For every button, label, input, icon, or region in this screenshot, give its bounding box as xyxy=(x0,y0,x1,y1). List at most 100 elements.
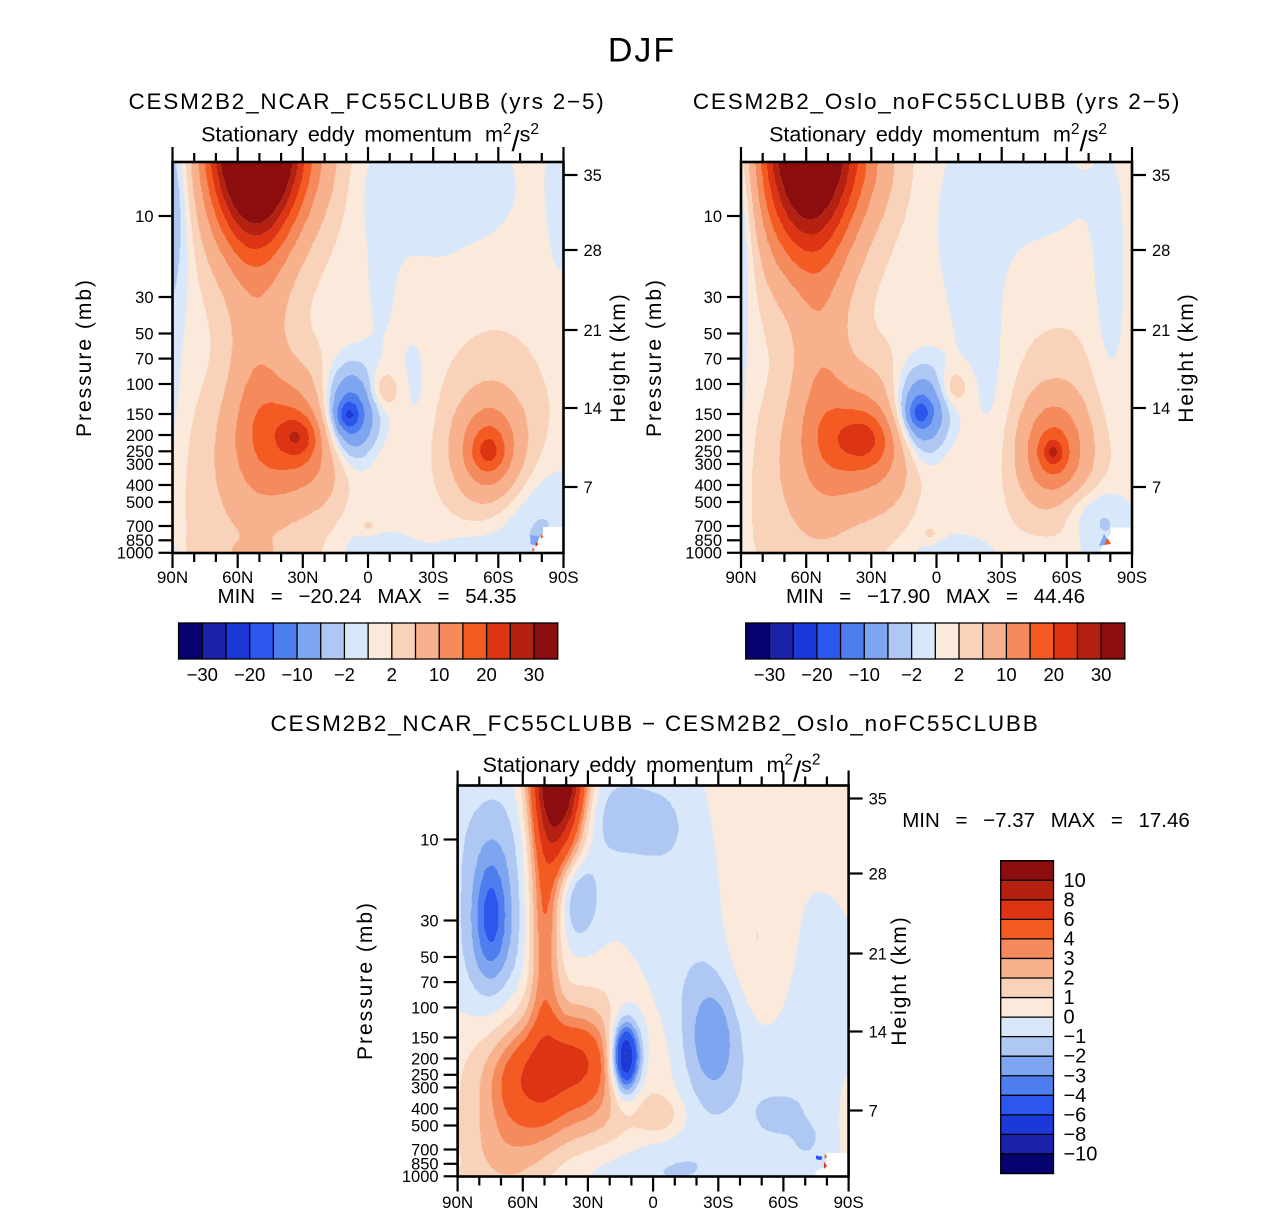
svg-text:500: 500 xyxy=(411,1117,439,1135)
svg-text:30: 30 xyxy=(420,912,438,930)
svg-text:0: 0 xyxy=(1064,1007,1075,1029)
svg-text:−1: −1 xyxy=(1064,1026,1087,1048)
svg-text:10: 10 xyxy=(420,831,438,849)
svg-text:400: 400 xyxy=(694,477,722,495)
svg-text:850: 850 xyxy=(411,1156,439,1174)
svg-text:−2: −2 xyxy=(334,664,355,685)
svg-text:MIN = −17.90 MAX = 44.46: MIN = −17.90 MAX = 44.46 xyxy=(786,585,1085,608)
svg-text:500: 500 xyxy=(126,494,154,512)
svg-text:20: 20 xyxy=(1043,664,1064,685)
svg-text:90N: 90N xyxy=(157,568,188,587)
svg-text:60N: 60N xyxy=(791,568,822,587)
svg-text:90S: 90S xyxy=(1117,568,1147,587)
svg-text:30S: 30S xyxy=(703,1193,733,1212)
svg-text:0: 0 xyxy=(363,568,372,587)
svg-text:MIN = −20.24 MAX = 54.35: MIN = −20.24 MAX = 54.35 xyxy=(218,585,517,608)
svg-text:50: 50 xyxy=(420,949,438,967)
svg-text:20: 20 xyxy=(476,664,497,685)
svg-text:30: 30 xyxy=(135,289,153,307)
svg-text:250: 250 xyxy=(126,443,154,461)
svg-text:28: 28 xyxy=(1152,242,1170,260)
svg-text:50: 50 xyxy=(704,325,722,343)
svg-text:7: 7 xyxy=(584,479,593,497)
svg-text:8: 8 xyxy=(1064,889,1075,911)
svg-text:−20: −20 xyxy=(234,664,265,685)
svg-text:60N: 60N xyxy=(507,1193,538,1212)
svg-text:7: 7 xyxy=(869,1102,878,1120)
svg-text:700: 700 xyxy=(694,518,722,536)
svg-text:21: 21 xyxy=(869,945,887,963)
svg-text:Pressure (mb): Pressure (mb) xyxy=(643,278,666,437)
svg-text:30S: 30S xyxy=(987,568,1017,587)
svg-text:60S: 60S xyxy=(1052,568,1082,587)
svg-text:30: 30 xyxy=(524,664,545,685)
svg-text:1000: 1000 xyxy=(402,1168,439,1186)
svg-text:70: 70 xyxy=(420,974,438,992)
svg-text:−30: −30 xyxy=(187,664,218,685)
svg-text:14: 14 xyxy=(1152,400,1170,418)
svg-text:200: 200 xyxy=(411,1050,439,1068)
svg-text:6: 6 xyxy=(1064,909,1075,931)
svg-text:10: 10 xyxy=(996,664,1017,685)
svg-text:10: 10 xyxy=(135,208,153,226)
svg-text:90N: 90N xyxy=(725,568,756,587)
svg-text:500: 500 xyxy=(694,494,722,512)
svg-text:30S: 30S xyxy=(418,568,448,587)
svg-text:300: 300 xyxy=(126,456,154,474)
svg-text:CESM2B2_NCAR_FC55CLUBB (yrs 2−: CESM2B2_NCAR_FC55CLUBB (yrs 2−5) xyxy=(128,89,605,114)
svg-text:150: 150 xyxy=(694,406,722,424)
svg-text:−10: −10 xyxy=(849,664,880,685)
svg-text:−20: −20 xyxy=(801,664,832,685)
svg-text:−4: −4 xyxy=(1064,1085,1087,1107)
svg-text:30: 30 xyxy=(704,289,722,307)
svg-text:200: 200 xyxy=(126,427,154,445)
svg-text:300: 300 xyxy=(411,1079,439,1097)
svg-text:60S: 60S xyxy=(768,1193,798,1212)
svg-text:1000: 1000 xyxy=(685,545,722,563)
svg-text:850: 850 xyxy=(126,532,154,550)
svg-text:10: 10 xyxy=(704,208,722,226)
svg-text:Height (km): Height (km) xyxy=(888,915,911,1046)
svg-text:100: 100 xyxy=(694,376,722,394)
svg-text:2: 2 xyxy=(1064,968,1075,990)
svg-text:850: 850 xyxy=(694,532,722,550)
svg-text:700: 700 xyxy=(126,518,154,536)
svg-text:21: 21 xyxy=(1152,322,1170,340)
svg-text:0: 0 xyxy=(932,568,941,587)
svg-text:0: 0 xyxy=(648,1193,657,1212)
svg-text:2: 2 xyxy=(954,664,964,685)
svg-text:150: 150 xyxy=(411,1029,439,1047)
svg-text:70: 70 xyxy=(704,350,722,368)
svg-text:90S: 90S xyxy=(548,568,578,587)
svg-text:10: 10 xyxy=(1064,870,1086,892)
svg-text:30N: 30N xyxy=(572,1193,603,1212)
svg-text:100: 100 xyxy=(411,999,439,1017)
svg-text:10: 10 xyxy=(429,664,450,685)
svg-text:3: 3 xyxy=(1064,948,1075,970)
svg-text:1: 1 xyxy=(1064,987,1075,1009)
svg-text:60S: 60S xyxy=(483,568,513,587)
svg-text:30N: 30N xyxy=(856,568,887,587)
svg-text:250: 250 xyxy=(411,1067,439,1085)
svg-text:−8: −8 xyxy=(1064,1124,1087,1146)
svg-text:35: 35 xyxy=(584,167,602,185)
svg-text:2: 2 xyxy=(387,664,397,685)
svg-text:−3: −3 xyxy=(1064,1065,1087,1087)
svg-text:150: 150 xyxy=(126,406,154,424)
svg-text:30N: 30N xyxy=(287,568,318,587)
svg-text:700: 700 xyxy=(411,1141,439,1159)
svg-text:CESM2B2_NCAR_FC55CLUBB − CESM2: CESM2B2_NCAR_FC55CLUBB − CESM2B2_Oslo_no… xyxy=(270,711,1039,736)
svg-text:300: 300 xyxy=(694,456,722,474)
svg-text:400: 400 xyxy=(126,477,154,495)
svg-text:−2: −2 xyxy=(901,664,922,685)
svg-text:14: 14 xyxy=(584,400,602,418)
svg-text:50: 50 xyxy=(135,325,153,343)
svg-text:35: 35 xyxy=(869,790,887,808)
svg-text:90S: 90S xyxy=(833,1193,863,1212)
svg-text:Pressure (mb): Pressure (mb) xyxy=(73,278,96,437)
svg-text:MIN = −7.37 MAX = 17.46: MIN = −7.37 MAX = 17.46 xyxy=(902,809,1190,832)
svg-text:400: 400 xyxy=(411,1100,439,1118)
svg-text:30: 30 xyxy=(1091,664,1112,685)
svg-text:100: 100 xyxy=(126,376,154,394)
svg-text:−6: −6 xyxy=(1064,1104,1087,1126)
